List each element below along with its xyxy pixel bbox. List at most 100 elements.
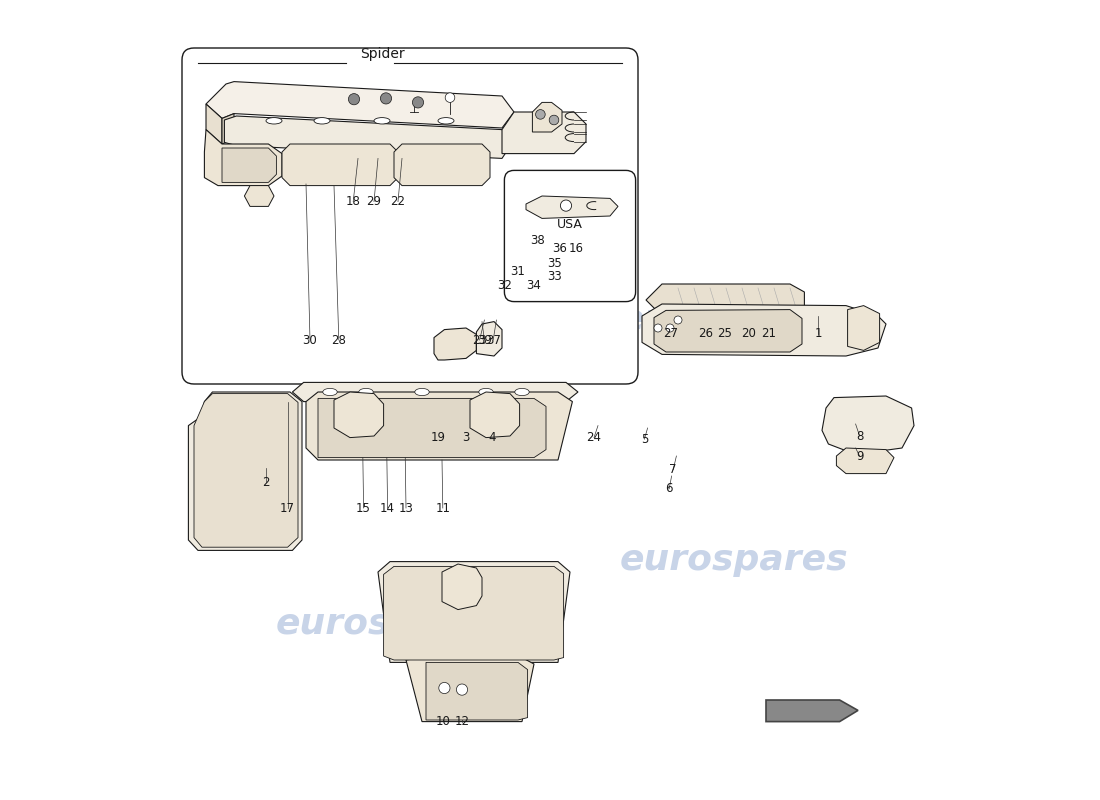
Text: 23: 23 bbox=[472, 334, 487, 346]
Text: 11: 11 bbox=[436, 502, 450, 514]
Text: eurospares: eurospares bbox=[619, 303, 848, 337]
Text: Spider: Spider bbox=[360, 47, 405, 62]
Text: 21: 21 bbox=[761, 327, 776, 340]
Polygon shape bbox=[206, 82, 514, 128]
Polygon shape bbox=[822, 396, 914, 454]
Polygon shape bbox=[194, 394, 298, 547]
Text: 5: 5 bbox=[640, 433, 648, 446]
Text: USA: USA bbox=[557, 218, 583, 230]
Polygon shape bbox=[642, 304, 886, 356]
Polygon shape bbox=[244, 186, 274, 206]
Text: 14: 14 bbox=[381, 502, 395, 514]
Text: 7: 7 bbox=[670, 463, 676, 476]
Text: eurospares: eurospares bbox=[276, 607, 504, 641]
Polygon shape bbox=[188, 392, 302, 550]
Text: 6: 6 bbox=[666, 482, 673, 495]
Polygon shape bbox=[406, 658, 534, 722]
Text: 13: 13 bbox=[398, 502, 414, 514]
Text: 2: 2 bbox=[262, 476, 270, 489]
Polygon shape bbox=[526, 196, 618, 218]
Ellipse shape bbox=[266, 118, 282, 124]
Text: 8: 8 bbox=[856, 430, 864, 442]
Polygon shape bbox=[282, 144, 398, 186]
Text: 39: 39 bbox=[477, 334, 492, 346]
Circle shape bbox=[446, 93, 454, 102]
Polygon shape bbox=[384, 566, 563, 660]
Text: 25: 25 bbox=[717, 327, 732, 340]
Polygon shape bbox=[205, 130, 282, 186]
Text: 29: 29 bbox=[366, 195, 382, 208]
Ellipse shape bbox=[314, 118, 330, 124]
Text: 15: 15 bbox=[356, 502, 371, 514]
Polygon shape bbox=[206, 104, 222, 144]
Text: 22: 22 bbox=[390, 195, 406, 208]
Circle shape bbox=[666, 324, 674, 332]
Text: 19: 19 bbox=[430, 431, 446, 444]
Polygon shape bbox=[334, 392, 384, 438]
Polygon shape bbox=[293, 382, 578, 402]
Polygon shape bbox=[470, 392, 519, 438]
Text: 28: 28 bbox=[331, 334, 346, 346]
Circle shape bbox=[674, 316, 682, 324]
Text: 27: 27 bbox=[663, 327, 679, 340]
FancyBboxPatch shape bbox=[182, 48, 638, 384]
Polygon shape bbox=[222, 148, 276, 182]
Polygon shape bbox=[222, 114, 234, 144]
Text: 30: 30 bbox=[302, 334, 318, 346]
Text: 34: 34 bbox=[526, 279, 540, 292]
Polygon shape bbox=[532, 102, 562, 132]
Ellipse shape bbox=[478, 388, 493, 396]
Polygon shape bbox=[394, 144, 490, 186]
Text: 33: 33 bbox=[548, 270, 562, 283]
Polygon shape bbox=[646, 284, 804, 316]
Text: 31: 31 bbox=[509, 265, 525, 278]
FancyBboxPatch shape bbox=[505, 170, 636, 302]
Circle shape bbox=[654, 324, 662, 332]
Polygon shape bbox=[654, 310, 802, 352]
Text: 17: 17 bbox=[280, 502, 295, 514]
Text: 10: 10 bbox=[437, 715, 451, 728]
Polygon shape bbox=[434, 328, 476, 360]
Polygon shape bbox=[848, 306, 880, 350]
Text: eurospares: eurospares bbox=[619, 543, 848, 577]
Ellipse shape bbox=[438, 118, 454, 124]
Circle shape bbox=[549, 115, 559, 125]
Polygon shape bbox=[442, 564, 482, 610]
Circle shape bbox=[412, 97, 424, 108]
Circle shape bbox=[349, 94, 360, 105]
Polygon shape bbox=[476, 322, 502, 356]
Ellipse shape bbox=[322, 388, 338, 396]
Circle shape bbox=[560, 200, 572, 211]
Polygon shape bbox=[766, 700, 858, 722]
Text: 26: 26 bbox=[698, 327, 714, 340]
Text: 9: 9 bbox=[856, 450, 864, 462]
Ellipse shape bbox=[415, 388, 429, 396]
Text: 38: 38 bbox=[530, 234, 544, 246]
Polygon shape bbox=[318, 398, 546, 458]
Text: 16: 16 bbox=[569, 242, 584, 254]
Text: 4: 4 bbox=[488, 431, 496, 444]
Polygon shape bbox=[502, 112, 586, 154]
Text: eurospares: eurospares bbox=[276, 335, 504, 369]
Text: 1: 1 bbox=[814, 327, 822, 340]
Polygon shape bbox=[378, 562, 570, 662]
Polygon shape bbox=[836, 448, 894, 474]
Text: 36: 36 bbox=[552, 242, 567, 254]
Text: 18: 18 bbox=[345, 195, 361, 208]
Polygon shape bbox=[426, 662, 528, 720]
Circle shape bbox=[439, 682, 450, 694]
Ellipse shape bbox=[374, 118, 390, 124]
Text: 24: 24 bbox=[586, 431, 602, 444]
Text: 35: 35 bbox=[548, 257, 562, 270]
Circle shape bbox=[536, 110, 546, 119]
Polygon shape bbox=[306, 392, 572, 460]
Text: 3: 3 bbox=[462, 431, 470, 444]
Text: 20: 20 bbox=[741, 327, 756, 340]
Polygon shape bbox=[224, 116, 512, 158]
Ellipse shape bbox=[515, 388, 529, 396]
Text: 37: 37 bbox=[486, 334, 500, 346]
Circle shape bbox=[456, 684, 468, 695]
Ellipse shape bbox=[359, 388, 373, 396]
Circle shape bbox=[381, 93, 392, 104]
Text: 32: 32 bbox=[497, 279, 512, 292]
